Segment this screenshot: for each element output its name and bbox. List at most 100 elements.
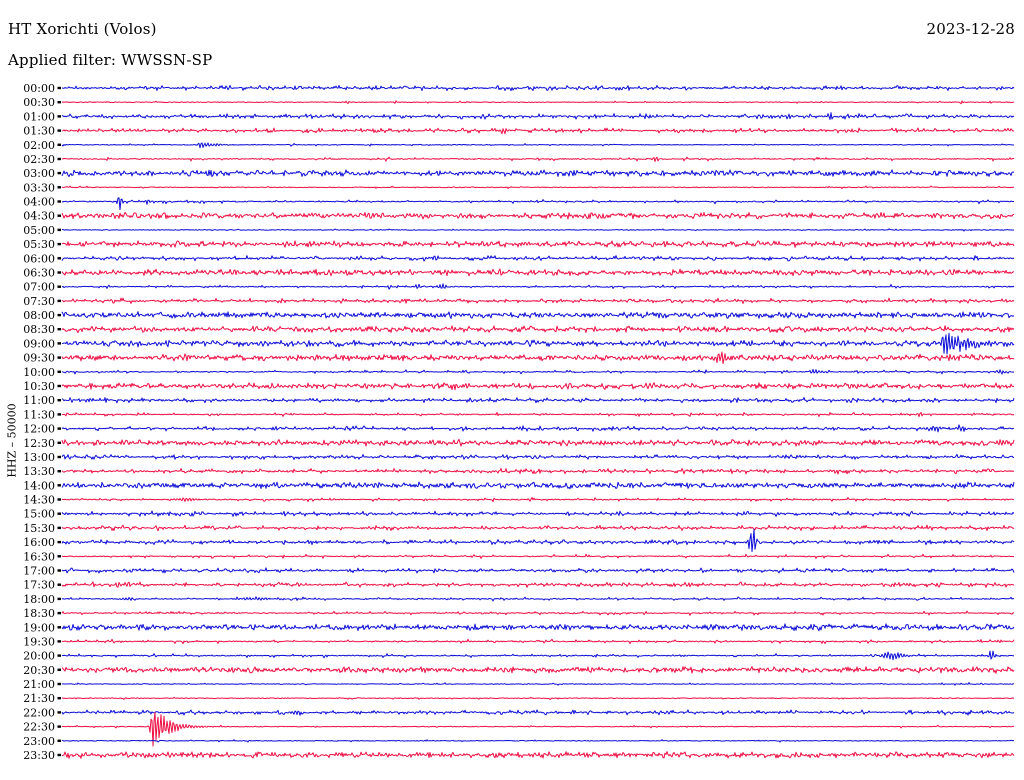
trace-row-2130 [61,696,1015,701]
time-tick-label: 13:30 [23,465,55,478]
trace-row-0330 [61,185,1015,190]
row-start-tick [57,342,61,345]
trace-row-0530 [61,240,1015,248]
row-start-tick [57,725,61,728]
trace-row-0000 [61,84,1015,92]
time-tick-label: 07:00 [23,281,55,294]
row-start-tick [57,271,61,274]
trace-row-0400 [61,197,1015,211]
row-start-tick [57,484,61,487]
time-tick-label: 03:00 [23,167,55,180]
time-tick-label: 19:00 [23,621,55,634]
trace-row-0300 [61,169,1015,178]
row-start-tick [57,555,61,558]
row-start-tick [57,101,61,104]
time-tick-label: 19:30 [23,635,55,648]
row-start-tick [57,569,61,572]
time-tick-label: 15:00 [23,508,55,521]
row-start-tick [57,427,61,430]
time-tick-label: 04:30 [23,210,55,223]
trace-row-0730 [61,297,1015,304]
time-tick-label: 06:00 [23,252,55,265]
trace-row-1000 [61,368,1015,375]
row-start-tick [57,399,61,402]
row-start-tick [57,583,61,586]
time-tick-label: 00:30 [23,96,55,109]
row-start-tick [57,597,61,601]
trace-row-0900 [61,332,1015,355]
time-tick-label: 06:30 [23,267,55,280]
trace-row-1430 [61,496,1015,503]
trace-row-1830 [61,610,1015,616]
time-tick-label: 11:00 [23,394,55,407]
trace-row-0500 [61,228,1015,232]
row-start-tick [57,299,61,303]
trace-row-0830 [61,325,1015,334]
trace-row-1900 [61,623,1015,632]
time-tick-label: 12:00 [23,423,55,436]
row-start-tick [57,313,61,317]
trace-row-0630 [61,268,1015,277]
row-start-tick [57,356,61,359]
time-tick-label: 16:30 [23,550,55,563]
row-start-tick [57,413,61,416]
trace-row-1100 [61,397,1015,404]
row-start-tick [57,441,61,444]
time-tick-label: 12:30 [23,437,55,450]
row-start-tick [57,611,61,615]
row-start-tick [57,512,61,515]
row-start-tick [57,626,61,629]
trace-row-1700 [61,567,1015,574]
time-tick-label: 17:30 [23,579,55,592]
time-tick-label: 09:30 [23,352,55,365]
trace-row-2030 [61,666,1015,674]
row-start-tick [57,242,61,246]
trace-row-1530 [61,524,1015,532]
trace-row-1230 [61,438,1015,447]
trace-row-1730 [61,581,1015,588]
time-tick-label: 01:00 [23,110,55,123]
trace-row-0200 [61,142,1015,149]
row-start-tick [57,214,61,217]
row-start-tick [57,285,61,288]
trace-row-1030 [61,382,1015,391]
time-tick-label: 10:30 [23,380,55,393]
row-start-tick [57,157,61,161]
time-tick-label: 20:00 [23,650,55,663]
row-start-tick [57,739,61,742]
trace-row-1400 [61,481,1015,490]
time-tick-label: 21:30 [23,692,55,705]
time-tick-label: 18:00 [23,593,55,606]
row-start-tick [57,640,61,643]
trace-row-0030 [61,100,1015,105]
time-tick-label: 15:30 [23,522,55,535]
row-start-tick [57,186,61,189]
trace-row-1630 [61,553,1015,559]
trace-row-2000 [61,650,1015,661]
trace-row-0100 [61,112,1015,120]
trace-row-1130 [61,411,1015,418]
row-start-tick [57,129,61,132]
row-start-tick [57,753,61,757]
row-start-tick [57,143,61,146]
trace-row-0130 [61,127,1015,135]
trace-row-1930 [61,638,1015,645]
trace-row-2300 [61,739,1015,743]
row-start-tick [57,171,61,175]
filter-label: Applied filter: WWSSN-SP [8,51,213,69]
row-start-tick [57,86,61,90]
time-tick-label: 07:30 [23,295,55,308]
time-tick-label: 16:00 [23,536,55,549]
row-start-tick [57,200,61,203]
row-start-tick [57,228,61,232]
time-tick-label: 13:00 [23,451,55,464]
row-start-tick [57,668,61,671]
row-start-tick [57,384,61,388]
row-start-tick [57,115,61,118]
row-start-tick [57,470,61,473]
trace-row-1600 [61,528,1015,553]
time-tick-label: 08:30 [23,323,55,336]
row-start-tick [57,455,61,459]
